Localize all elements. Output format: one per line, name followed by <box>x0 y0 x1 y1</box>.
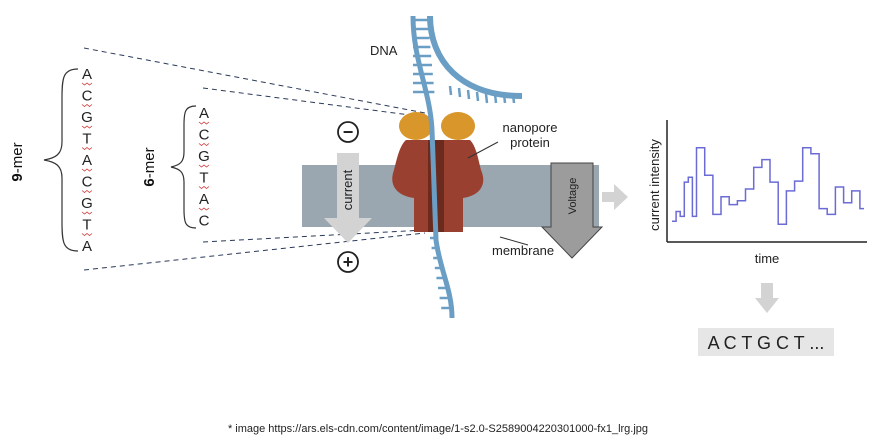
nine-mer-base-5: A <box>82 152 92 169</box>
nine-mer-base-4: T <box>82 131 91 148</box>
negative-terminal: − <box>337 121 359 143</box>
six-mer-link-2 <box>198 142 210 147</box>
nine-mer-base-8: T <box>82 217 91 234</box>
dna-curve-tick-4 <box>475 91 480 102</box>
positive-sign: + <box>343 252 354 272</box>
voltage-label: Voltage <box>567 178 579 215</box>
nine-mer-base-7: G <box>81 195 93 212</box>
output-sequence-box <box>698 328 834 356</box>
nine-mer-base-6: C <box>82 174 93 191</box>
nanopore-label-line1: nanopore <box>503 120 558 135</box>
dna-curve-tick-8 <box>511 93 516 104</box>
nine-mer-link-1 <box>81 82 93 86</box>
nanopore-body-right <box>444 140 484 232</box>
nine-mer-base-1: A <box>82 66 92 83</box>
nine-mer-link-3 <box>81 125 93 129</box>
dna-curve-tick-3 <box>466 89 471 100</box>
six-mer-base-5: A <box>199 191 209 208</box>
nine-mer-link-2 <box>81 103 93 108</box>
dna-curve-tick-2 <box>457 87 462 98</box>
nanopore-cap-right <box>441 112 475 140</box>
nanopore-label-line2: protein <box>510 135 550 150</box>
projection-lines <box>83 47 426 271</box>
six-mer-link-4 <box>198 185 210 190</box>
nine-mer-link-6 <box>81 189 93 194</box>
negative-sign: − <box>343 122 354 142</box>
dna-curve-tick-7 <box>502 93 507 104</box>
current-intensity-label: current intensity <box>647 139 662 231</box>
dna-upper-right-strand <box>427 15 523 99</box>
negative-terminal-circle <box>337 121 359 143</box>
membrane-label: membrane <box>492 243 554 258</box>
positive-terminal: + <box>337 251 359 273</box>
arrow-to-output <box>755 283 779 313</box>
projection-line-6mer-bottom <box>202 229 426 243</box>
dna-label: DNA <box>370 43 398 58</box>
dna-curve-tick-6 <box>493 93 498 104</box>
six-mer-base-2: C <box>199 127 210 144</box>
dna-threading-strand <box>410 15 455 319</box>
voltage-arrow-shape <box>540 162 604 259</box>
projection-line-9mer-bottom <box>83 232 426 271</box>
output-sequence: A C T G C T ... <box>708 333 825 353</box>
dna-curve-tick-1 <box>448 85 453 96</box>
nine-mer-link-7 <box>81 211 93 215</box>
nine-mer-label: 9-mer <box>9 142 26 181</box>
membrane-leader-line <box>499 236 529 246</box>
positive-terminal-circle <box>337 251 359 273</box>
projection-line-6mer-top <box>202 87 426 118</box>
six-mer-link-3 <box>198 164 210 168</box>
six-mer-base-6: C <box>199 213 210 230</box>
signal-trace <box>672 147 864 225</box>
six-mer-link-1 <box>198 121 210 125</box>
nanopore-protein <box>392 112 484 232</box>
nine-mer-link-5 <box>81 168 93 172</box>
nine-mer-link-8 <box>81 232 93 237</box>
current-arrow: current <box>324 153 372 243</box>
current-label: current <box>340 169 355 210</box>
nine-mer-brace <box>43 68 79 252</box>
nine-mer-base-3: G <box>81 109 93 126</box>
current-arrow-shape <box>324 153 372 243</box>
nanopore-leader-line <box>467 141 499 159</box>
nanopore-cap-left <box>399 112 433 140</box>
six-mer-label: 6-mer <box>141 147 158 186</box>
voltage-arrow: Voltage <box>540 162 604 259</box>
dna-curve-tick-5 <box>484 93 489 104</box>
six-mer-base-3: G <box>198 148 210 165</box>
time-label: time <box>755 251 780 266</box>
projection-line-9mer-top <box>83 47 426 114</box>
nine-mer-base-9: A <box>82 238 92 255</box>
six-mer-base-1: A <box>199 105 209 122</box>
arrow-to-signal <box>602 184 628 210</box>
image-source-caption: * image https://ars.els-cdn.com/content/… <box>227 423 649 435</box>
six-mer-base-4: T <box>199 170 208 187</box>
six-mer-link-5 <box>198 207 210 211</box>
nine-mer-base-2: C <box>82 88 93 105</box>
current-signal-plot: current intensity time <box>647 120 867 266</box>
nine-mer-link-4 <box>81 146 93 151</box>
nanopore-body-left <box>392 140 428 232</box>
six-mer-brace <box>170 105 197 229</box>
